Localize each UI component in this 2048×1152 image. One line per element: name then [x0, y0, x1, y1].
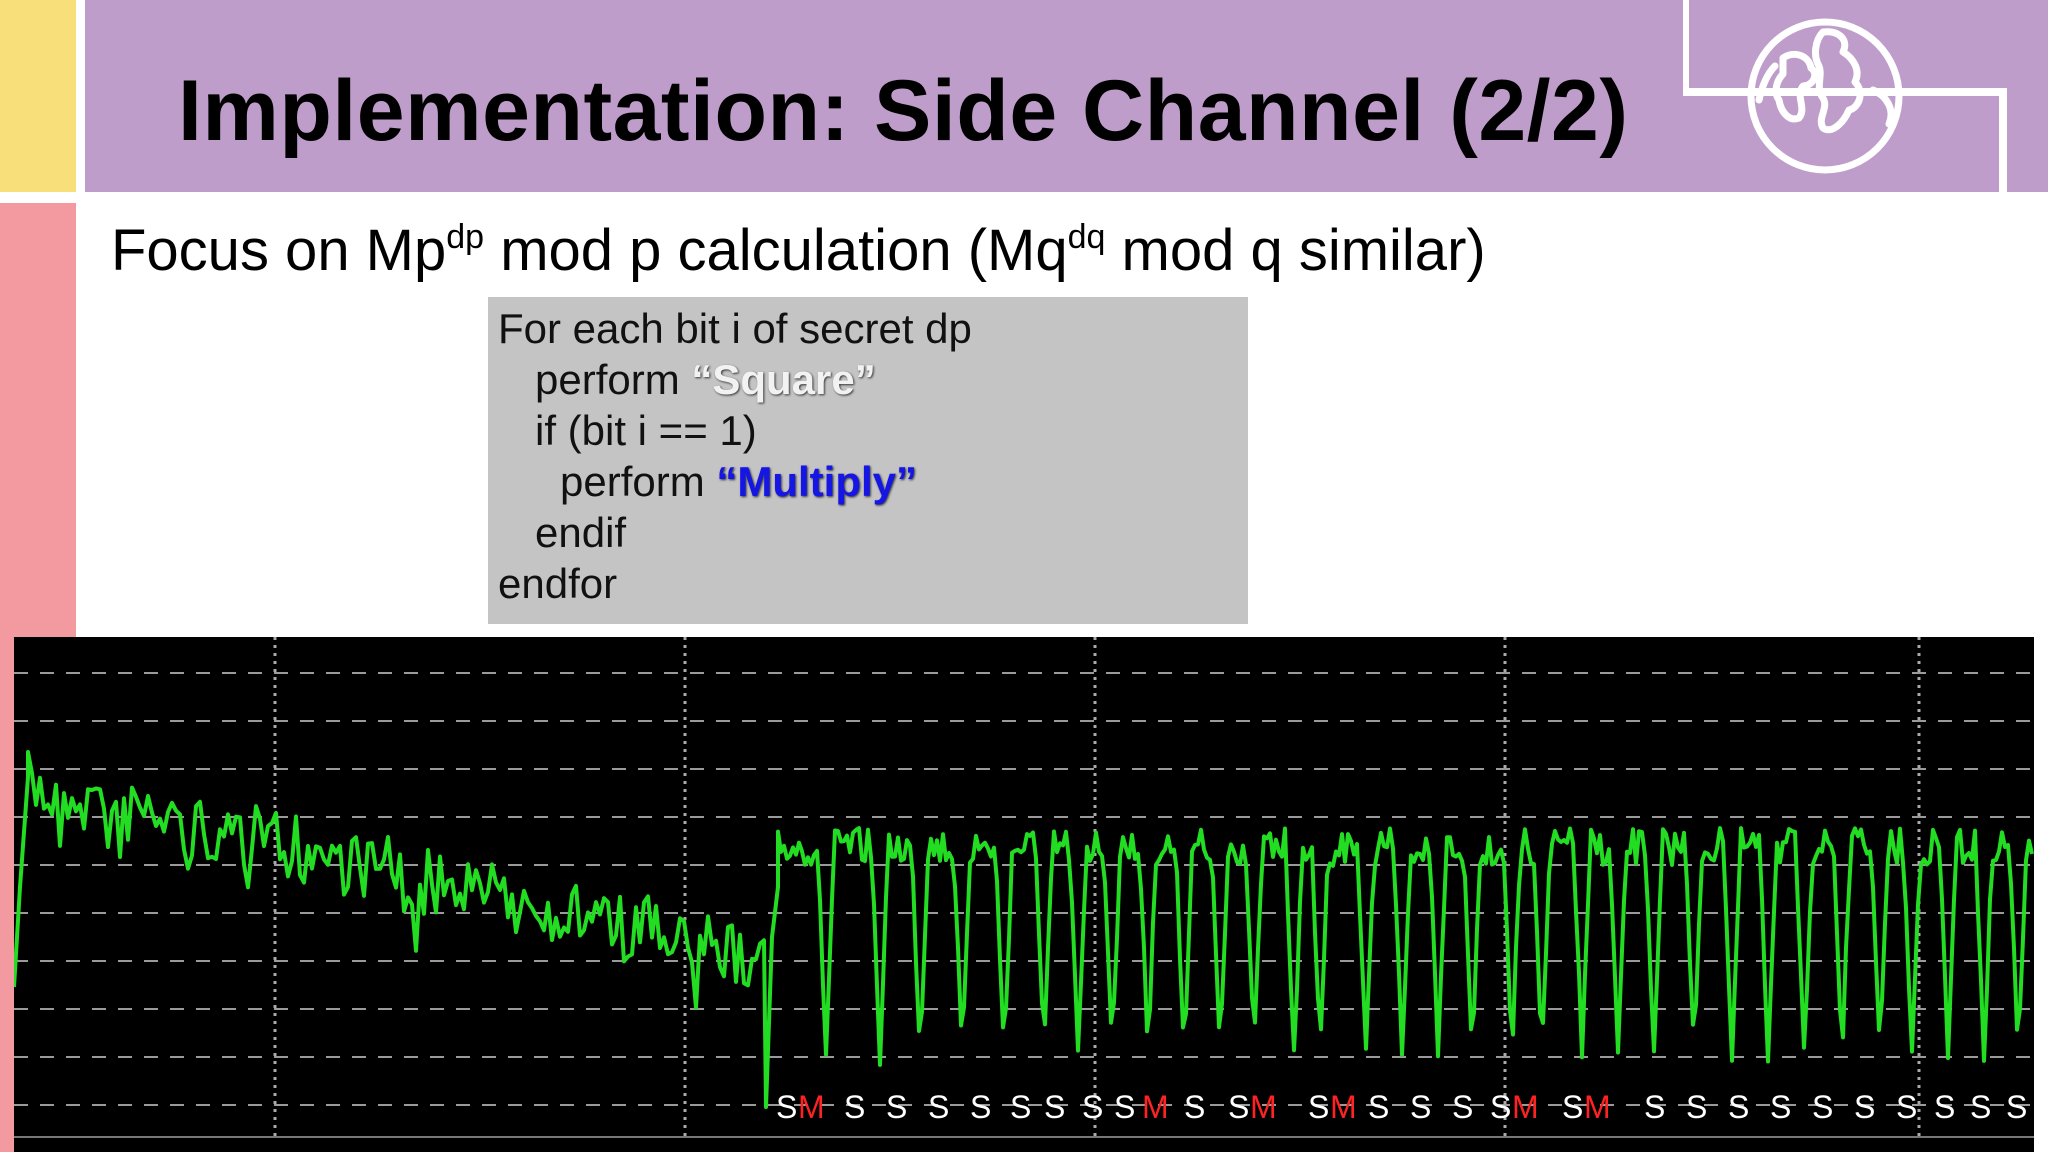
slide-subtitle: Focus on Mpdp mod p calculation (Mqdq mo… — [111, 217, 1486, 284]
square-mark: S — [1812, 1089, 1833, 1125]
globe-icon — [1747, 18, 1903, 174]
square-mark: S — [1970, 1089, 1991, 1125]
square-mark: S — [1368, 1089, 1389, 1125]
square-mark: S — [1044, 1089, 1065, 1125]
square-mark: S — [1770, 1089, 1791, 1125]
multiply-mark: M — [1330, 1089, 1357, 1125]
code-perform-label: perform — [560, 458, 717, 505]
square-mark: S — [1114, 1089, 1135, 1125]
power-trace-line — [14, 750, 2034, 1109]
square-mark: S — [1562, 1089, 1583, 1125]
multiply-mark: M — [1142, 1089, 1169, 1125]
square-mark: S — [1686, 1089, 1707, 1125]
code-line-multiply: perform “Multiply” — [560, 458, 917, 506]
square-mark: S — [886, 1089, 907, 1125]
square-mark: S — [2006, 1089, 2027, 1125]
code-line-if: if (bit i == 1) — [535, 407, 757, 454]
square-mark: S — [1184, 1089, 1205, 1125]
accent-bar-yellow — [0, 0, 76, 192]
subtitle-text-c: mod q similar) — [1105, 218, 1486, 283]
multiply-mark: M — [1584, 1089, 1611, 1125]
multiply-mark: M — [798, 1089, 825, 1125]
square-mark: S — [1854, 1089, 1875, 1125]
subtitle-text-b: mod p calculation (Mq — [484, 218, 1068, 283]
square-keyword: “Square” — [691, 356, 876, 403]
code-line-square: perform “Square” — [535, 356, 876, 404]
slide-title: Implementation: Side Channel (2/2) — [178, 63, 1629, 159]
multiply-mark: M — [1512, 1089, 1539, 1125]
square-mark: S — [776, 1089, 797, 1125]
square-mark: S — [928, 1089, 949, 1125]
square-mark: S — [970, 1089, 991, 1125]
square-mark: S — [1934, 1089, 1955, 1125]
square-mark: S — [1228, 1089, 1249, 1125]
square-mark: S — [1644, 1089, 1665, 1125]
square-mark: S — [1728, 1089, 1749, 1125]
multiply-keyword: “Multiply” — [716, 458, 918, 505]
square-mark: S — [1490, 1089, 1511, 1125]
square-mark: S — [844, 1089, 865, 1125]
multiply-mark: M — [1250, 1089, 1277, 1125]
square-mark: S — [1452, 1089, 1473, 1125]
code-line-endif: endif — [535, 509, 627, 556]
pseudocode-box: For each bit i of secret dp perform “Squ… — [488, 297, 1248, 624]
square-mark: S — [1082, 1089, 1103, 1125]
logo-frame — [1683, 0, 2048, 194]
square-mark: S — [1896, 1089, 1917, 1125]
square-mark: S — [1410, 1089, 1431, 1125]
code-perform-label: perform — [535, 356, 692, 403]
code-line-endfor: endfor — [498, 560, 618, 607]
square-mark: S — [1010, 1089, 1031, 1125]
subtitle-text-a: Focus on Mp — [111, 218, 447, 283]
subtitle-sup-dp: dp — [446, 218, 485, 256]
subtitle-sup-dq: dq — [1067, 218, 1106, 256]
square-mark: S — [1308, 1089, 1329, 1125]
code-line-for: For each bit i of secret dp — [498, 305, 972, 352]
